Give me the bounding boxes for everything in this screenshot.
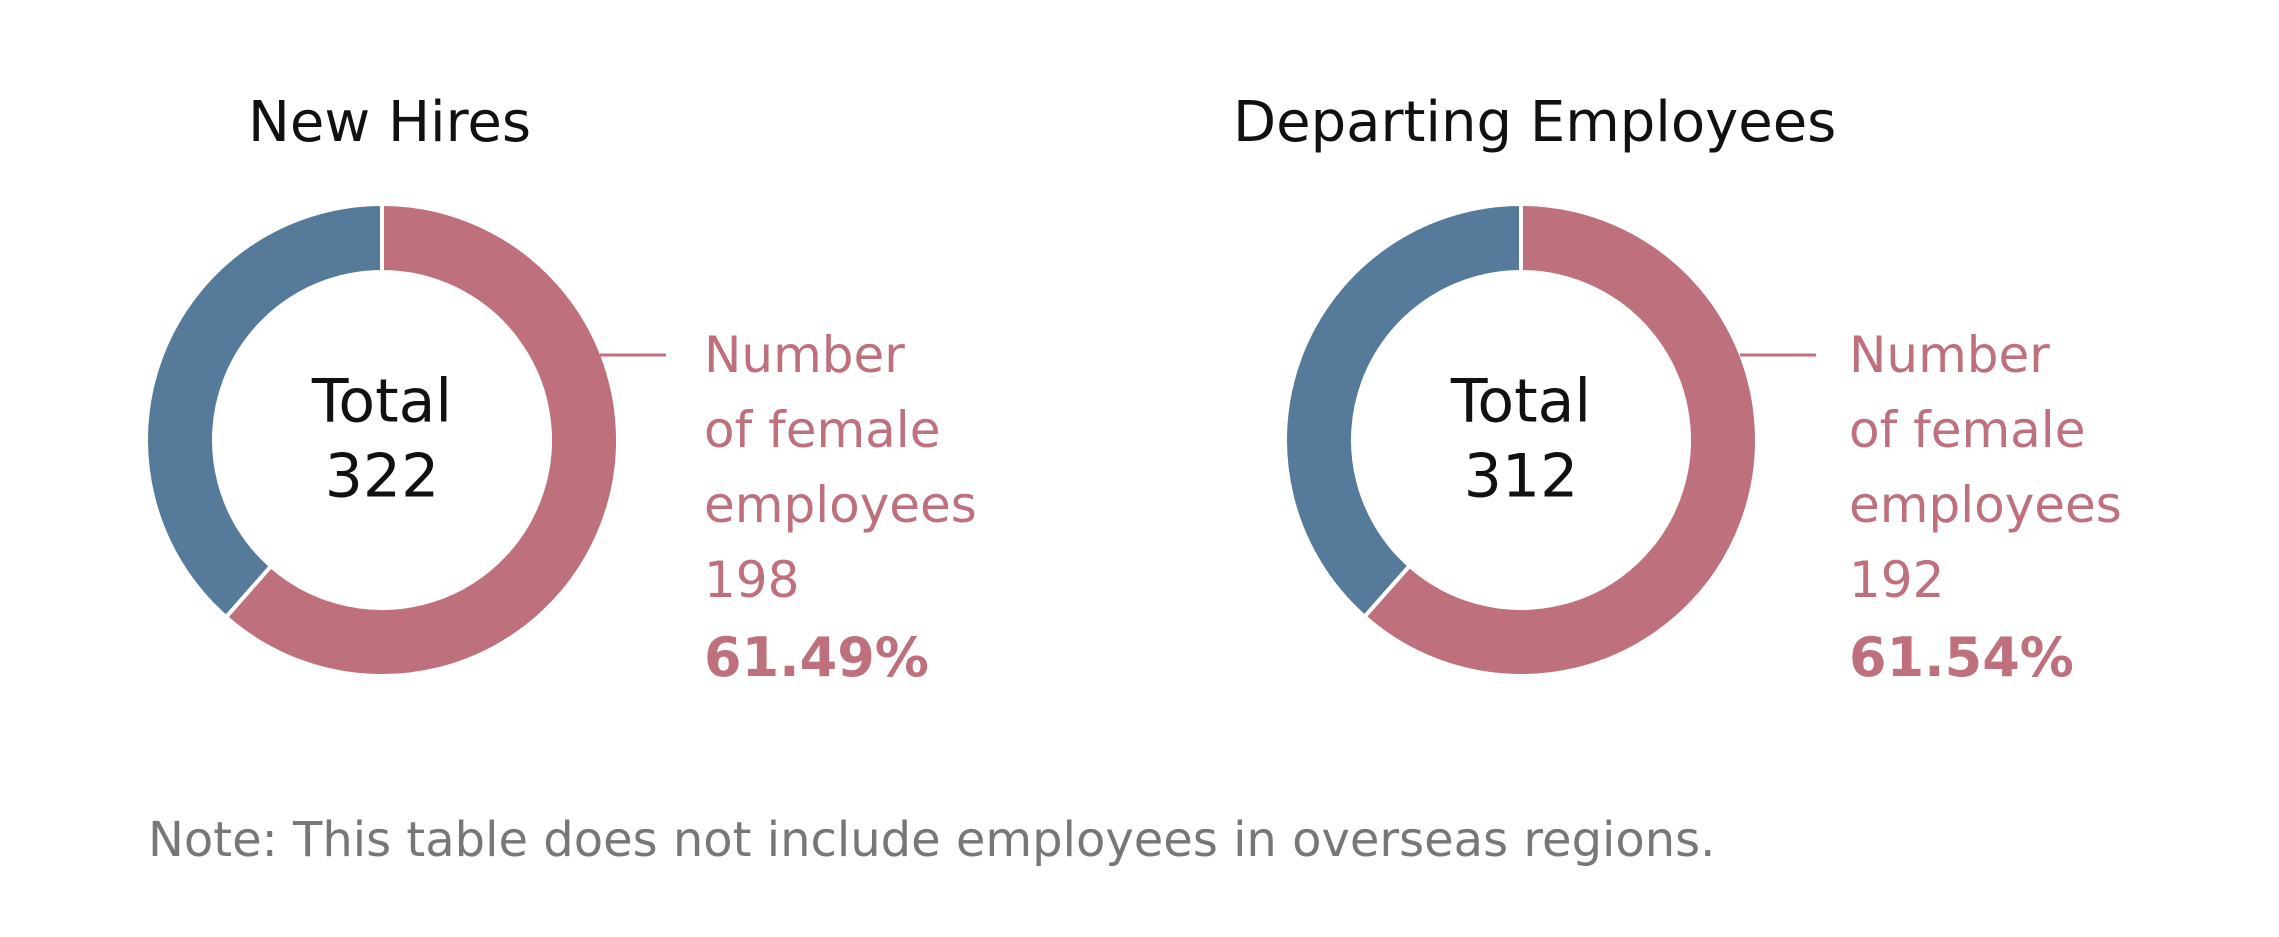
donut-slice-other — [144, 202, 384, 620]
donut-slices — [1283, 202, 1759, 678]
chart-title-departing-employees: Departing Employees — [1233, 90, 1837, 155]
center-label-total: Total — [1450, 367, 1591, 437]
callout-count: 198 — [704, 551, 800, 609]
chart-title-new-hires: New Hires — [248, 90, 532, 155]
callout-line: Number — [1849, 326, 2050, 384]
donut-chart-new-hires: Total 322 — [144, 202, 620, 678]
callout-female-departing-employees: Number of female employees 192 61.54% — [1849, 318, 2122, 698]
callout-leader-line-new-hires — [600, 353, 666, 357]
donut-slice-female — [224, 202, 620, 678]
callout-percent: 61.49% — [704, 626, 929, 689]
donut-slice-other — [1283, 202, 1523, 619]
callout-percent: 61.54% — [1849, 626, 2074, 689]
center-label-total: Total — [311, 367, 452, 437]
center-label-total-value: 312 — [1464, 442, 1579, 512]
callout-count: 192 — [1849, 551, 1945, 609]
donut-slice-female — [1362, 202, 1759, 678]
callout-line: employees — [704, 476, 977, 534]
donut-chart-departing-employees: Total 312 — [1283, 202, 1759, 678]
callout-line: employees — [1849, 476, 2122, 534]
callout-leader-line-departing-employees — [1740, 353, 1816, 357]
callout-line: Number — [704, 326, 905, 384]
callout-line: of female — [1849, 401, 2086, 459]
center-label-total-value: 322 — [325, 442, 440, 512]
footnote: Note: This table does not include employ… — [148, 812, 1716, 868]
donut-slices — [144, 202, 620, 678]
callout-female-new-hires: Number of female employees 198 61.49% — [704, 318, 977, 698]
callout-line: of female — [704, 401, 941, 459]
